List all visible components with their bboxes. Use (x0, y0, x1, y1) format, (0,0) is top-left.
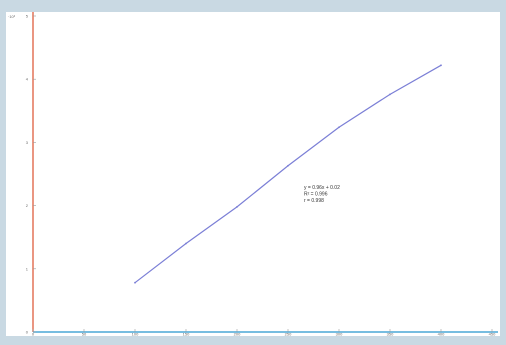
x-ticks: 0 50 100 150 200 250 300 350 400 450 (32, 329, 496, 336)
annotation-line: r = 0.998 (304, 198, 324, 204)
x-tick-label: 100 (132, 332, 139, 337)
y-tick-label: 4 (26, 77, 29, 82)
x-tick-label: 300 (336, 332, 343, 337)
x-tick-label: 50 (82, 332, 87, 337)
data-point (338, 126, 340, 129)
series (134, 64, 442, 284)
x-tick-label: 0 (32, 332, 35, 337)
x-tick-label: 450 (489, 332, 496, 337)
series-line (134, 64, 442, 284)
y-tick-label: 5 (26, 14, 29, 19)
y-tick-label: 3 (26, 140, 29, 145)
y-unit-label: ·10³ (8, 14, 16, 19)
axes: ·10³ (8, 12, 498, 333)
x-tick-label: 350 (387, 332, 394, 337)
data-point (185, 242, 187, 245)
x-tick-label: 400 (438, 332, 445, 337)
data-point (134, 281, 136, 284)
y-ticks: 0 1 2 3 4 5 (26, 14, 36, 335)
annotation-line: R² = 0.996 (304, 192, 328, 198)
y-tick-label: 1 (26, 266, 29, 271)
line-chart: ·10³ 0 50 100 150 200 250 300 350 400 450 012345 … (8, 12, 498, 336)
x-tick-label: 150 (183, 332, 190, 337)
data-point (287, 164, 289, 167)
data-point (389, 93, 391, 96)
data-point (236, 205, 238, 208)
annotation-line: y = 0.96x + 0.02 (304, 185, 340, 191)
y-tick-label: 2 (26, 203, 29, 208)
data-point (440, 64, 442, 67)
x-tick-label: 200 (234, 332, 241, 337)
y-tick-label: 0 (26, 330, 29, 335)
x-tick-label: 250 (285, 332, 292, 337)
